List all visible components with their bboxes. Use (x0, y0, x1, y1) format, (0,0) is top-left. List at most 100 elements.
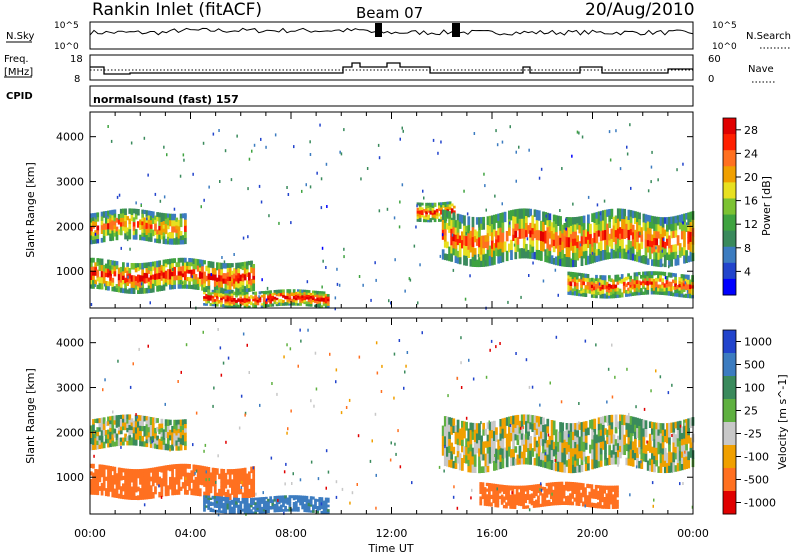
echo-cell (100, 436, 104, 443)
echo-cell (128, 268, 132, 274)
echo-cell (134, 484, 138, 489)
echo-cell (265, 300, 268, 304)
echo-cell (166, 437, 170, 445)
echo-cell (104, 491, 108, 497)
echo-cell (239, 262, 243, 269)
echo-cell (448, 452, 451, 461)
echo-cell (177, 482, 181, 489)
echo-cell (179, 257, 183, 263)
echo-cell (648, 221, 652, 229)
echo-cell (134, 267, 138, 273)
echo-cell (94, 230, 98, 235)
echo-cell (593, 212, 597, 223)
echo-cell (661, 284, 665, 289)
echo-cell (184, 237, 187, 245)
echo-cell (507, 491, 510, 495)
echo-cell (549, 485, 553, 490)
echo-cell (682, 285, 686, 290)
echo-cell (510, 424, 513, 433)
echo-cell (126, 423, 130, 428)
echo-cell (314, 298, 317, 302)
echo-cell (452, 226, 456, 235)
echo-cell (235, 473, 238, 480)
echo-cell (188, 481, 191, 487)
echo-cell (404, 289, 406, 293)
echo-cell (562, 485, 566, 489)
echo-cell (213, 498, 217, 501)
echo-cell (517, 492, 521, 496)
echo-cell (179, 213, 183, 219)
echo-cell (94, 271, 98, 276)
echo-cell (222, 469, 226, 474)
echo-cell (245, 269, 249, 274)
echo-cell (671, 383, 673, 387)
echo-cell (481, 482, 485, 486)
echo-cell (192, 464, 196, 469)
echo-cell (305, 294, 309, 298)
echo-cell (661, 429, 665, 436)
echo-cell (448, 459, 451, 468)
echo-cell (228, 469, 232, 476)
echo-cell (305, 505, 309, 510)
echo-cell (448, 445, 451, 453)
echo-cell (482, 453, 486, 461)
echo-cell (674, 273, 677, 277)
echo-cell (115, 226, 119, 232)
echo-cell (448, 218, 451, 226)
echo-cell (226, 303, 230, 306)
echo-cell (177, 270, 181, 276)
echo-cell (141, 494, 145, 500)
echo-cell (224, 506, 228, 509)
echo-cell (386, 207, 389, 211)
echo-cell (154, 192, 157, 196)
echo-cell (499, 426, 503, 434)
echo-cell (537, 416, 541, 427)
echo-cell (230, 299, 234, 302)
echo-cell (222, 290, 226, 294)
echo-cell (375, 473, 377, 477)
echo-cell (233, 298, 236, 302)
echo-cell (557, 431, 560, 442)
echo-cell (486, 459, 490, 466)
echo-cell (532, 500, 536, 505)
echo-cell (327, 470, 330, 474)
echo-cell (512, 234, 515, 241)
echo-cell (299, 289, 302, 293)
echo-cell (651, 459, 654, 466)
echo-cell (119, 437, 123, 442)
echo-cell (241, 262, 245, 267)
echo-cell (262, 299, 266, 303)
echo-cell (203, 283, 206, 288)
echo-cell (218, 496, 221, 500)
echo-cell (292, 495, 296, 498)
echo-cell (222, 273, 226, 279)
echo-cell (636, 221, 639, 232)
echo-cell (341, 487, 344, 491)
echo-cell (577, 502, 581, 506)
echo-cell (578, 443, 582, 452)
power-colorbar-swatch (723, 278, 736, 296)
echo-cell (558, 500, 562, 506)
echo-cell (537, 446, 541, 457)
echo-cell (576, 216, 580, 224)
echo-cell (158, 428, 162, 435)
echo-cell (228, 263, 232, 268)
echo-cell (450, 220, 454, 229)
echo-cell (98, 258, 102, 265)
echo-cell (584, 243, 588, 251)
echo-cell (595, 212, 599, 219)
echo-cell (320, 293, 324, 296)
echo-cell (162, 470, 166, 477)
echo-cell (130, 208, 134, 215)
echo-cell (207, 503, 211, 506)
echo-cell (248, 475, 251, 481)
echo-cell (309, 300, 313, 304)
echo-cell (149, 494, 153, 499)
echo-cell (402, 129, 404, 133)
echo-cell (471, 455, 475, 465)
echo-cell (552, 489, 555, 494)
echo-cell (682, 482, 684, 485)
echo-cell (107, 434, 110, 439)
echo-cell (612, 249, 616, 259)
echo-cell (115, 473, 119, 480)
